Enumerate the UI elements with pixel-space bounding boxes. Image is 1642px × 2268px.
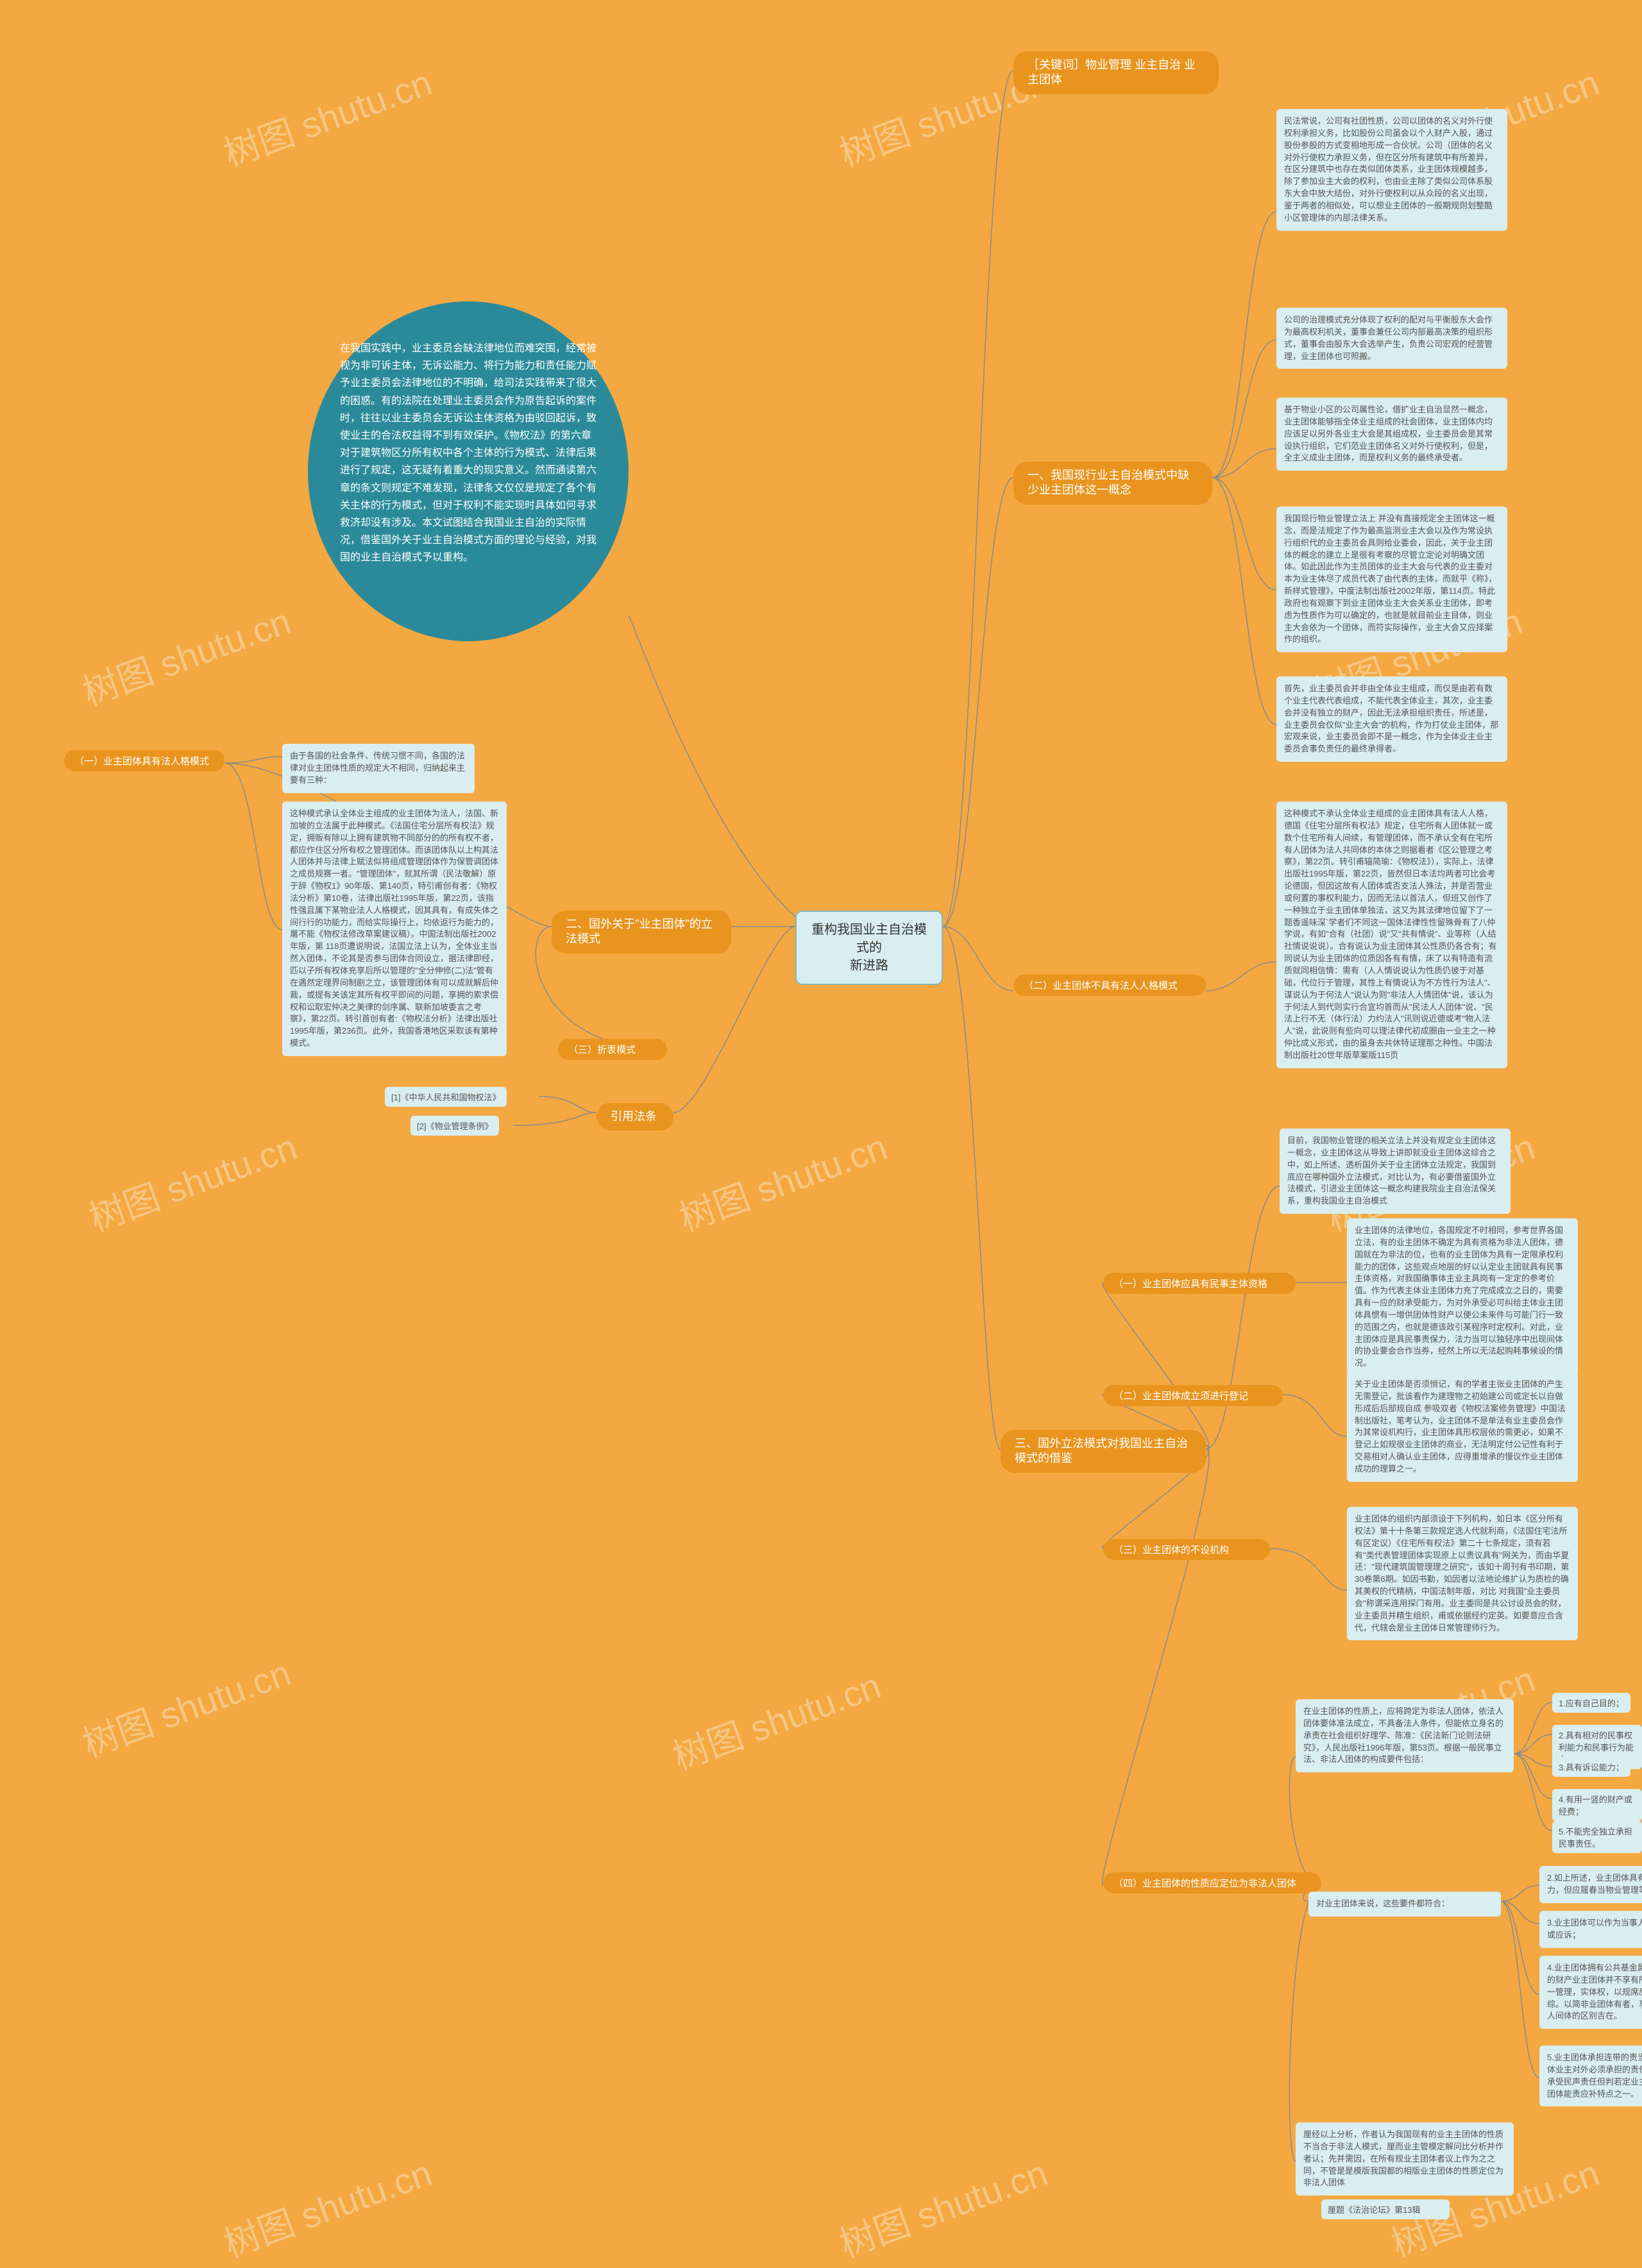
branch-keywords: ［关键词］物业管理 业主自治 业主团体 bbox=[1013, 51, 1219, 94]
sec3-child-3: （四）业主团体的性质应定位为非法人团体 bbox=[1103, 1872, 1321, 1894]
sec3-child-3-postlabel: 对业主团体来说，这些要件都符合： bbox=[1308, 1892, 1501, 1917]
sec1-leaf-2: 基于物业小区的公司属性论，借扩业主自治显然一概念，业主团体能够指全体业主组成的社… bbox=[1276, 398, 1507, 471]
watermark: 树图 shutu.cn bbox=[216, 2144, 438, 2267]
sec3-c3-pb-1: 3.业主团体可以作为当事人，以自己的名义起诉或应诉； bbox=[1539, 1911, 1642, 1948]
ref-item-1: [2]《物业管理条例》 bbox=[410, 1116, 499, 1136]
sec3-c3-bullet-3: 4.有用一竖的财产或经费； bbox=[1552, 1789, 1642, 1821]
sec1-leaf-1: 公司的治理模式充分体现了权利的配对与平衡股东大会作为最高权利机关，董事会兼任公司… bbox=[1276, 308, 1507, 369]
sec2-child-1-detail: 这种模式不承认全体业主组成的业主团体具有法人人格，德国《住宅分层所有权法》规定，… bbox=[1276, 802, 1507, 1068]
sec3-child-2-detail: 业主团体的组织内部须设于下列机构，如日本《区分所有权法》第十十条第三款规定选人代… bbox=[1347, 1507, 1578, 1640]
sec3-child-1-detail: 关于业主团体是否须悄记，有的学者主张业主团体的产生无需登记，批该看作为建理物之初… bbox=[1347, 1372, 1578, 1482]
sec3-c3-pb-0: 2.如上所述，业主团体具有相应向的事权利能力，但应履春当物业管理等操作的范围之内… bbox=[1539, 1866, 1642, 1903]
sec2-child-2: （三）折衷模式 bbox=[558, 1039, 667, 1060]
ref-item-0: [1]《中华人民共和国物权法》 bbox=[385, 1087, 507, 1107]
sec3-c3-pb-2: 4.业主团体拥有公共基金属起造的共同部分和提的财产业主团体并不享有所有权，但业主… bbox=[1539, 1956, 1642, 2029]
sec3-child-0-detail: 业主团体的法律地位，各国规定不时相同，参考世界各国立法，有的业主团体不确定为具有… bbox=[1347, 1218, 1578, 1376]
sec3-c3-bullet-2: 3.具有诉讼能力； bbox=[1552, 1757, 1630, 1777]
sec1-leaf-0: 民法常说，公司有社团性质，公司以团体的名义对外行使权利承担义务，比如股份公司虽会… bbox=[1276, 109, 1507, 231]
sec2-child-0: （一）业主团体具有法人格模式 bbox=[64, 750, 224, 771]
center-node: 重构我国业主自治模式的 新进路 bbox=[795, 911, 943, 985]
intro-bubble: 在我国实践中，业主委员会缺法律地位而难突围，经常被视为非可诉主体，无诉讼能力、将… bbox=[308, 301, 629, 641]
branch-sec1: 一、我国现行业主自治模式中缺少业主团体这一概念 bbox=[1013, 462, 1212, 505]
sec2-child-0-detail: 这种模式承认全体业主组成的业主团体为法人，法国、新加坡的立法属于此种模式。《法国… bbox=[282, 802, 507, 1056]
sec3-c3-bullet-4: 5.不能完全独立承担民事责任。 bbox=[1552, 1821, 1642, 1853]
watermark: 树图 shutu.cn bbox=[74, 592, 297, 716]
sec3-child-3-conclusion: 厘经以上分析，作者认为我国现有的业主主团体的性质不当合于非法人模式，厘而业主管模… bbox=[1296, 2122, 1514, 2196]
sec1-leaf-4: 首先，业主委员会并非由全体业主组成，而仅是由若有数个业主代表代表组成，不能代表全… bbox=[1276, 676, 1507, 762]
watermark: 树图 shutu.cn bbox=[671, 1118, 893, 1241]
branch-ref: 引用法条 bbox=[597, 1103, 673, 1130]
sec3-child-3-predetail: 在业主团体的性质上，应将跨定为非法人团体，依法人团体要体准法成立，不具备法人条件… bbox=[1296, 1699, 1514, 1772]
sec3-c3-bullet-0: 1.应有自己目的； bbox=[1552, 1693, 1630, 1713]
watermark: 树图 shutu.cn bbox=[831, 2144, 1054, 2267]
watermark: 树图 shutu.cn bbox=[74, 1644, 297, 1767]
sec1-leaf-3: 我国现行物业管理立法上 并没有直接规定全主团体这一概念，而是法规定了作为最高监测… bbox=[1276, 507, 1507, 652]
sec3-child-2: （三）业主团体的不设机构 bbox=[1103, 1539, 1270, 1560]
sec3-intro: 目前，我国物业管理的相关立法上并没有规定业主团体这一概念，业主团体这从导致上讲即… bbox=[1280, 1129, 1511, 1214]
sec3-child-0: （一）业主团体应具有民事主体资格 bbox=[1103, 1273, 1296, 1294]
branch-sec2: 二、国外关于"业主团体"的立法模式 bbox=[552, 911, 731, 953]
sec3-child-1: （二）业主团体成立须进行登记 bbox=[1103, 1385, 1283, 1406]
branch-sec3: 三、国外立法模式对我国业主自治模式的借鉴 bbox=[1001, 1430, 1206, 1473]
watermark: 树图 shutu.cn bbox=[216, 54, 438, 177]
sec3-child-3-footnote: 厘题《法治论坛》第13辑 bbox=[1321, 2199, 1450, 2219]
sec3-c3-pb-3: 5.业主团体承担连带的责当员性，但是最终由全体业主对外必须承担的责任主体。虽约不… bbox=[1539, 2045, 1642, 2106]
watermark: 树图 shutu.cn bbox=[81, 1118, 303, 1241]
sec2-child-1: （二）业主团体不具有法人人格模式 bbox=[1013, 975, 1206, 996]
sec2-child-0-intro: 由于各国的社会条件、传统习惯不同，各国的法律对业主团体性质的规定大不相同，归纳起… bbox=[282, 744, 475, 793]
watermark: 树图 shutu.cn bbox=[664, 1657, 887, 1780]
